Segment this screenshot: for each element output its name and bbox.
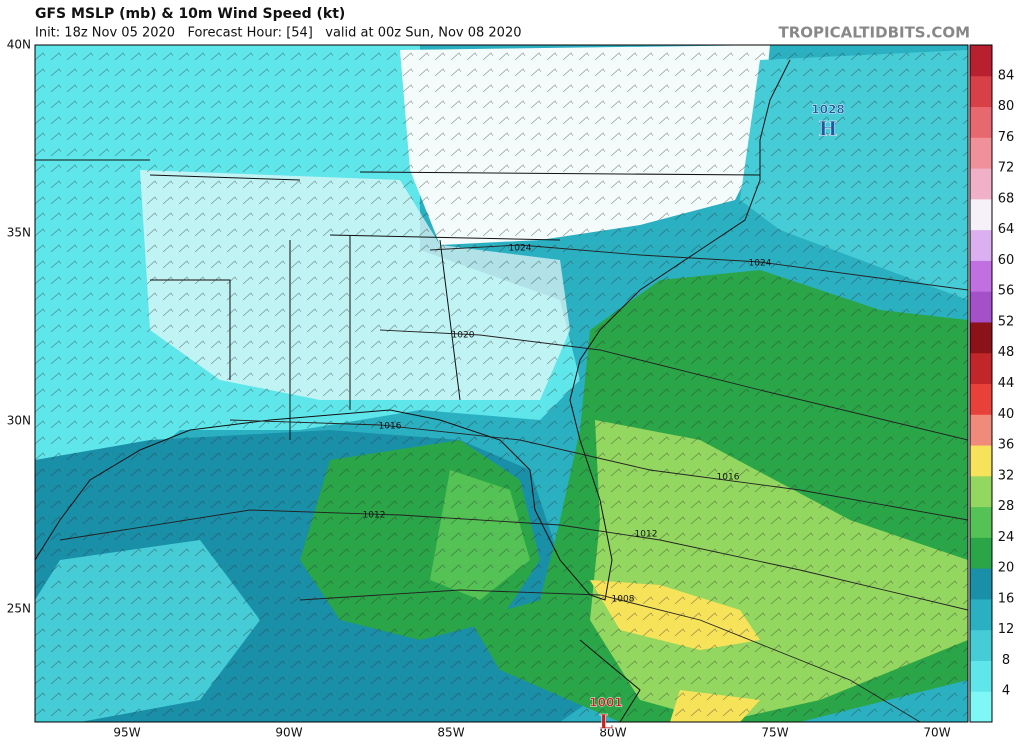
colorbar-band xyxy=(970,260,992,292)
isobar-label: 1016 xyxy=(379,422,402,432)
map-frame xyxy=(34,44,969,723)
isobar-label: 1020 xyxy=(452,331,475,341)
colorbar-label: 48 xyxy=(998,345,1015,360)
colorbar-band xyxy=(970,352,992,384)
colorbar-label: 36 xyxy=(998,438,1015,453)
isobars xyxy=(59,244,968,722)
colorbar-band xyxy=(970,506,992,538)
colorbar-label: 8 xyxy=(1002,653,1010,668)
lat-label: 40N xyxy=(7,38,31,52)
colorbar-band xyxy=(970,414,992,446)
coastline xyxy=(35,59,791,722)
pressure-value: 1001 xyxy=(589,696,622,710)
colorbar-band xyxy=(970,45,992,77)
isobar-label: 1024 xyxy=(509,244,532,254)
colorbar-label: 72 xyxy=(998,161,1015,176)
lon-label: 85W xyxy=(437,726,464,740)
colorbar-label: 80 xyxy=(998,99,1015,114)
colorbar-label: 20 xyxy=(998,561,1015,576)
colorbar-band xyxy=(970,291,992,323)
colorbar-label: 24 xyxy=(998,530,1015,545)
subtitle: Init: 18z Nov 05 2020 Forecast Hour: [54… xyxy=(35,26,522,41)
colorbar-band xyxy=(970,598,992,631)
colorbar-band xyxy=(970,106,992,138)
isobar-label: 1016 xyxy=(717,473,740,483)
colorbar-frame xyxy=(969,44,993,723)
colorbar-label: 84 xyxy=(998,68,1015,83)
colorbar-label: 68 xyxy=(998,191,1015,206)
colorbar-label: 16 xyxy=(998,591,1015,606)
colorbar-band xyxy=(970,537,992,569)
colorbar-band xyxy=(970,137,992,169)
colorbar-band xyxy=(970,198,992,231)
watermark: TROPICALTIDBITS.COM xyxy=(779,24,971,42)
lat-label: 30N xyxy=(7,414,31,428)
colorbar-band xyxy=(970,629,992,661)
pressure-symbol: L xyxy=(599,710,613,734)
title: GFS MSLP (mb) & 10m Wind Speed (kt) xyxy=(35,6,345,22)
isobar-label: 1012 xyxy=(363,511,386,521)
pressure-value: 1028 xyxy=(811,103,844,117)
colorbar-label: 76 xyxy=(998,130,1015,145)
colorbar-band xyxy=(970,168,992,200)
colorbar-band xyxy=(970,229,992,261)
colorbar-band xyxy=(970,321,992,354)
colorbar-label: 4 xyxy=(1002,684,1010,699)
lat-label: 25N xyxy=(7,602,31,616)
colorbar-band xyxy=(970,660,992,692)
colorbar-label: 52 xyxy=(998,314,1015,329)
colorbar-band xyxy=(970,568,992,600)
lon-label: 90W xyxy=(275,726,302,740)
colorbar-band xyxy=(970,445,992,477)
isobar-label: 1024 xyxy=(749,259,772,269)
isobar-label: 1012 xyxy=(635,530,658,540)
isobar-label: 1008 xyxy=(612,595,635,605)
colorbar-label: 60 xyxy=(998,253,1015,268)
colorbar-label: 44 xyxy=(998,376,1015,391)
lat-label: 35N xyxy=(7,226,31,240)
map-field xyxy=(35,45,968,722)
lon-label: 70W xyxy=(923,726,950,740)
colorbar-band xyxy=(970,475,992,508)
colorbar-band xyxy=(970,75,992,108)
colorbar-band xyxy=(970,383,992,415)
lon-label: 80W xyxy=(599,726,626,740)
colorbar-label: 28 xyxy=(998,499,1015,514)
colorbar-label: 32 xyxy=(998,468,1015,483)
colorbar-label: 40 xyxy=(998,407,1015,422)
colorbar-label: 56 xyxy=(998,284,1015,299)
colorbar-band xyxy=(970,691,992,723)
colorbar-label: 12 xyxy=(998,622,1015,637)
colorbar-label: 64 xyxy=(998,222,1015,237)
pressure-symbol: H xyxy=(819,117,838,141)
lon-label: 75W xyxy=(761,726,788,740)
lon-label: 95W xyxy=(113,726,140,740)
